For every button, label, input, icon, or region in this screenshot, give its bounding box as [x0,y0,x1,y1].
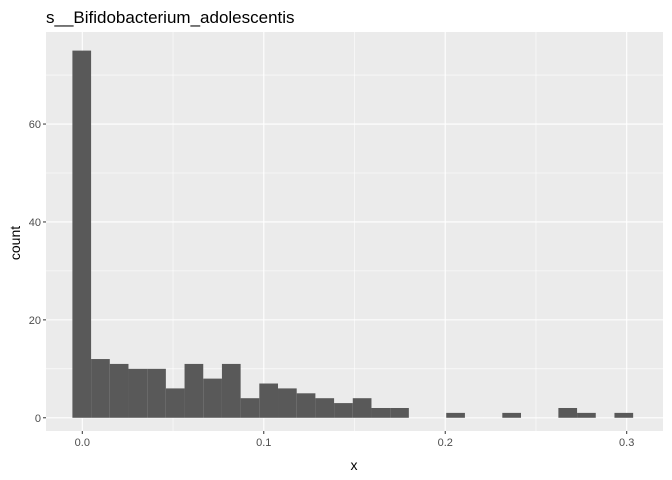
x-axis: 0.0 0.1 0.2 0.3 [75,431,634,449]
histogram-bar [390,407,409,418]
y-axis-title: count [7,226,23,260]
histogram-bar [147,368,166,418]
y-axis: 0 20 40 60 [29,119,46,425]
histogram-bar [221,363,241,418]
x-tick-label: 0.3 [619,437,634,449]
histogram-bar [278,388,297,418]
histogram-bars [72,50,634,418]
chart-title: s__Bifidobacterium_adolescentis [46,8,295,27]
histogram-bar [203,378,222,418]
histogram-bar [72,50,92,418]
histogram-bar [334,403,353,418]
y-tick-label: 20 [29,315,41,327]
histogram-bar [352,398,372,418]
y-tick-label: 0 [35,413,41,425]
y-tick-label: 60 [29,119,41,131]
histogram-bar [577,412,596,418]
x-tick-label: 0.2 [438,437,453,449]
x-tick-label: 0.1 [256,437,271,449]
histogram-bar [371,407,391,418]
histogram-bar [259,383,279,418]
histogram-bar [296,393,316,418]
histogram-bar [128,368,148,418]
histogram-bar [240,398,260,418]
x-tick-label: 0.0 [75,437,90,449]
y-tick-label: 40 [29,217,41,229]
histogram-bar [502,412,521,418]
x-axis-title: x [351,457,358,473]
histogram-bar [446,412,465,418]
histogram-bar [91,359,110,418]
histogram-bar [315,398,335,418]
histogram-bar [184,363,204,418]
histogram-bar [165,388,185,418]
histogram-bar [109,363,129,418]
histogram-bar [614,412,634,418]
histogram-bar [558,407,578,418]
